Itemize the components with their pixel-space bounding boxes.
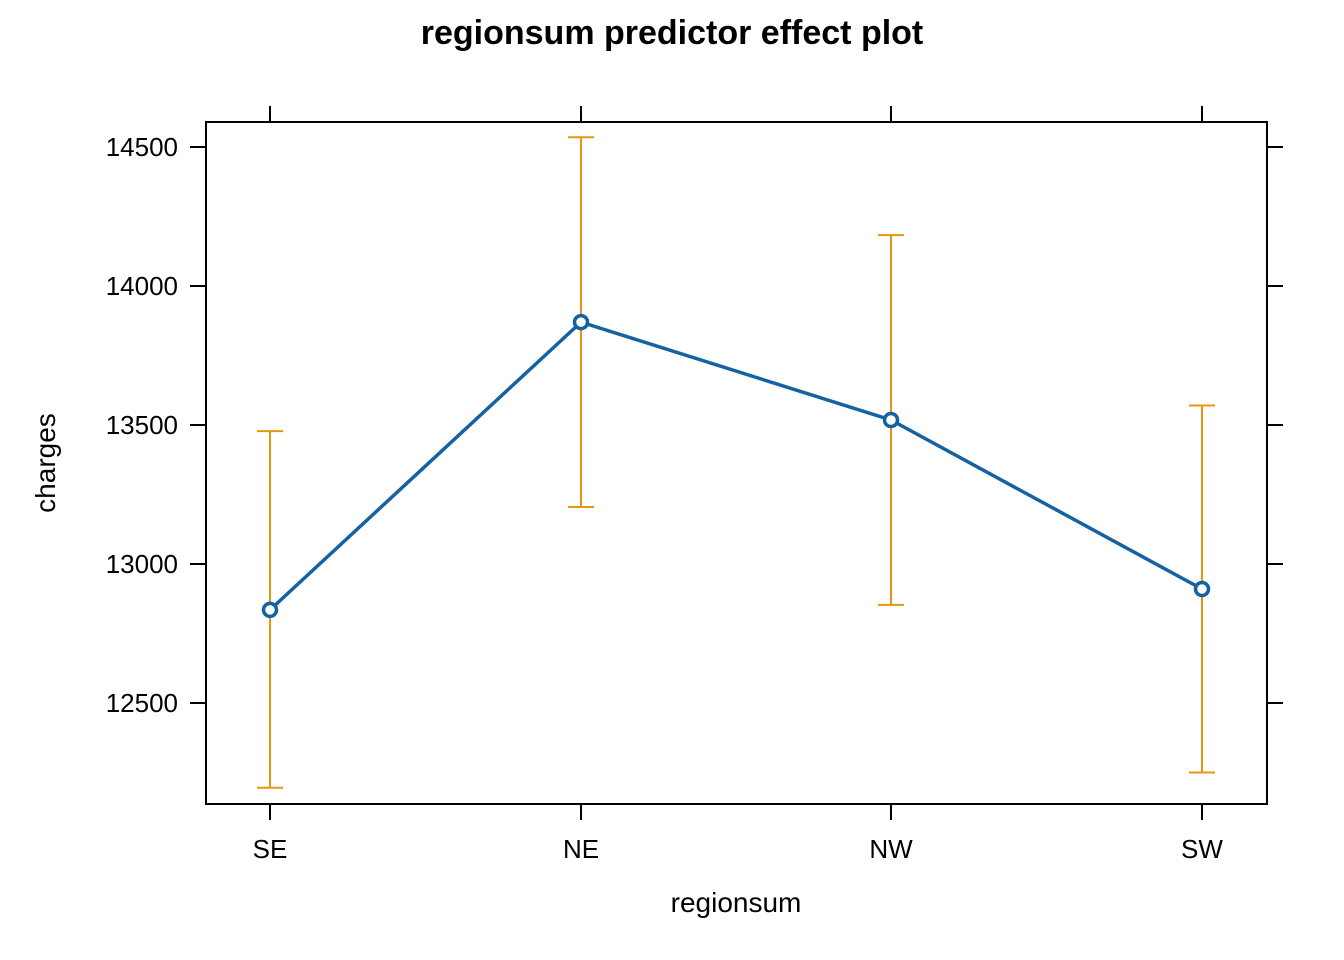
x-axis: SE NE NW SW	[253, 106, 1223, 864]
y-axis-label: charges	[30, 413, 61, 513]
x-tick-label: SW	[1181, 834, 1223, 864]
y-tick-label: 13000	[106, 549, 178, 579]
x-tick-label: NE	[563, 834, 599, 864]
data-point	[1193, 580, 1211, 598]
x-tick-label: NW	[869, 834, 913, 864]
y-tick-label: 14000	[106, 271, 178, 301]
plot-frame	[205, 121, 1268, 805]
y-axis: 12500 13000 13500 14000 14500	[106, 132, 1283, 718]
data-point	[572, 313, 590, 331]
y-tick-label: 12500	[106, 688, 178, 718]
data-point	[261, 601, 279, 619]
series-line	[268, 320, 1203, 612]
x-tick-label: SE	[253, 834, 288, 864]
x-axis-label: regionsum	[671, 887, 802, 918]
chart-title: regionsum predictor effect plot	[421, 14, 924, 52]
data-point	[882, 411, 900, 429]
effect-series	[261, 313, 1211, 619]
y-tick-label: 13500	[106, 410, 178, 440]
y-tick-label: 14500	[106, 132, 178, 162]
confidence-intervals	[257, 136, 1215, 789]
